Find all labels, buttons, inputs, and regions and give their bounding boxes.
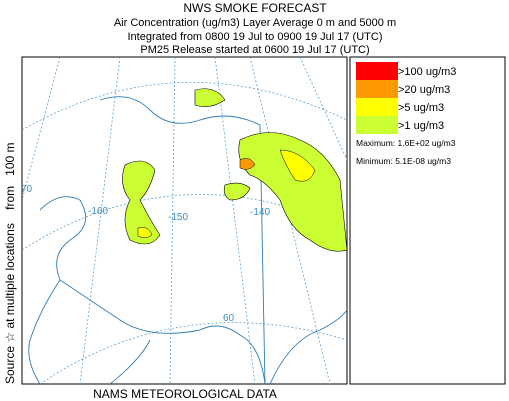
- map-label: -150: [168, 212, 188, 223]
- map-label: -140: [250, 207, 270, 218]
- subtitle: Integrated from 0800 19 Jul to 0900 19 J…: [128, 31, 383, 43]
- maximum: Maximum: 1.6E+02 ug/m3: [356, 138, 456, 148]
- legend-label: >100 ug/m3: [398, 66, 456, 78]
- map-content: -170 -160 -150 -140 60: [12, 57, 347, 384]
- map-label: -170: [12, 184, 32, 195]
- legend: >100 ug/m3 >20 ug/m3 >5 ug/m3 >1 ug/m3: [356, 62, 456, 134]
- map-label: 60: [223, 313, 235, 324]
- legend-label: >5 ug/m3: [398, 102, 444, 114]
- map-label: -160: [88, 206, 108, 217]
- minimum: Minimum: 5.1E-08 ug/m3: [356, 156, 451, 166]
- legend-label: >1 ug/m3: [398, 120, 444, 132]
- legend-label: >20 ug/m3: [398, 84, 450, 96]
- subtitle: Air Concentration (ug/m3) Layer Average …: [114, 17, 396, 29]
- legend-swatch: [356, 80, 398, 98]
- footer: NAMS METEOROLOGICAL DATA: [93, 387, 277, 401]
- subtitle: PM25 Release started at 0600 19 Jul 17 (…: [140, 44, 369, 56]
- legend-swatch: [356, 98, 398, 116]
- side-label: Source ☆ at multiple locations from 100 …: [3, 142, 17, 384]
- legend-swatch: [356, 116, 398, 134]
- title: NWS SMOKE FORECAST: [183, 1, 327, 15]
- legend-swatch: [356, 62, 398, 80]
